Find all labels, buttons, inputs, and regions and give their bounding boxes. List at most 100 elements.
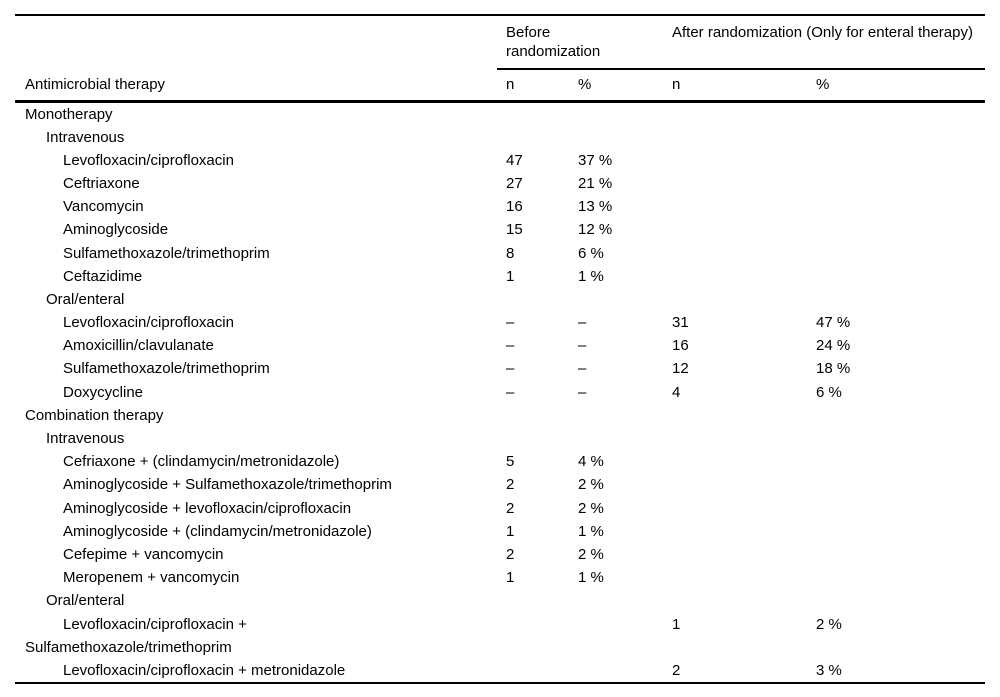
after-n-cell bbox=[663, 265, 807, 288]
table-row: Intravenous bbox=[15, 427, 985, 450]
therapy-label-cell: Ceftriaxone bbox=[63, 174, 140, 192]
before-pct-cell: 1 % bbox=[578, 267, 604, 285]
table-row: Monotherapy bbox=[15, 101, 985, 126]
after-pct-cell bbox=[807, 149, 985, 172]
after-n-cell: 4 bbox=[672, 383, 681, 401]
table-row: Ceftazidime 1 1 % bbox=[15, 265, 985, 288]
before-pct-cell bbox=[569, 589, 663, 612]
before-n-cell: 16 bbox=[506, 198, 523, 216]
after-pct-cell bbox=[807, 589, 985, 612]
after-pct-cell bbox=[807, 265, 985, 288]
after-n-cell: 31 bbox=[672, 314, 689, 332]
before-pct-cell: 4 % bbox=[578, 453, 604, 471]
after-n-cell bbox=[663, 589, 807, 612]
table-row: Oral/enteral bbox=[15, 589, 985, 612]
column-group-before-label: Before randomization bbox=[506, 24, 601, 60]
table-row: Levofloxacin/ciprofloxacin + 1 2 % bbox=[15, 612, 985, 635]
therapy-label-cell: Ceftazidime bbox=[63, 267, 143, 285]
after-pct-cell bbox=[807, 288, 985, 311]
table-row: Intravenous bbox=[15, 126, 985, 149]
after-pct-cell bbox=[807, 497, 985, 520]
column-group-row: Before randomization After randomization… bbox=[15, 15, 985, 70]
therapy-label-cell: Cefepime + vancomycin bbox=[63, 545, 224, 563]
table-row: Doxycycline – – 4 6 % bbox=[15, 381, 985, 404]
before-pct-cell: – bbox=[578, 360, 587, 378]
table-row: Vancomycin 16 13 % bbox=[15, 195, 985, 218]
table-row: Levofloxacin/ciprofloxacin 47 37 % bbox=[15, 149, 985, 172]
column-group-before-randomization: Before randomization bbox=[497, 15, 663, 70]
before-pct-cell: 1 % bbox=[578, 569, 604, 587]
before-n-cell: – bbox=[506, 337, 515, 355]
after-pct-cell bbox=[807, 566, 985, 589]
table-row: Cefepime + vancomycin 2 2 % bbox=[15, 543, 985, 566]
after-pct-cell bbox=[807, 172, 985, 195]
before-n-cell bbox=[497, 126, 569, 149]
before-pct-cell: 21 % bbox=[578, 174, 613, 192]
therapy-label-cell: Aminoglycoside + Sulfamethoxazole/trimet… bbox=[63, 476, 392, 494]
therapy-label-cell: Intravenous bbox=[46, 128, 125, 146]
before-pct-cell: – bbox=[578, 314, 587, 332]
before-n-cell: 27 bbox=[506, 174, 523, 192]
therapy-label-cell: Vancomycin bbox=[63, 198, 144, 216]
after-pct-cell bbox=[807, 473, 985, 496]
before-n-cell bbox=[497, 612, 569, 635]
table-row: Levofloxacin/ciprofloxacin + metronidazo… bbox=[15, 659, 985, 683]
before-pct-cell bbox=[569, 126, 663, 149]
after-pct-cell bbox=[807, 195, 985, 218]
after-n-cell bbox=[663, 288, 807, 311]
before-pct-cell bbox=[569, 404, 663, 427]
before-pct-cell: 13 % bbox=[578, 198, 613, 216]
table-row: Sulfamethoxazole/trimethoprim – – 12 18 % bbox=[15, 357, 985, 380]
after-pct-cell: 18 % bbox=[816, 360, 851, 378]
column-header-before-pct: % bbox=[569, 69, 663, 103]
before-pct-cell: 37 % bbox=[578, 151, 613, 169]
before-pct-cell bbox=[569, 288, 663, 311]
after-pct-cell bbox=[807, 636, 985, 659]
after-pct-cell bbox=[807, 450, 985, 473]
before-pct-cell: – bbox=[578, 383, 587, 401]
before-n-cell: – bbox=[506, 314, 515, 332]
after-n-cell bbox=[663, 566, 807, 589]
after-n-cell bbox=[663, 195, 807, 218]
table-row: Ceftriaxone 27 21 % bbox=[15, 172, 985, 195]
before-pct-cell: 2 % bbox=[578, 545, 604, 563]
before-n-cell bbox=[497, 636, 569, 659]
table-body: Monotherapy Intravenous Levofloxacin/cipro… bbox=[15, 101, 985, 683]
after-pct-cell: 6 % bbox=[816, 383, 842, 401]
after-n-cell bbox=[663, 126, 807, 149]
after-pct-cell: 2 % bbox=[816, 615, 842, 633]
after-pct-cell: 24 % bbox=[816, 337, 851, 355]
before-n-cell: – bbox=[506, 383, 515, 401]
table-row: Aminoglycoside + (clindamycin/metronidaz… bbox=[15, 520, 985, 543]
after-n-cell: 16 bbox=[672, 337, 689, 355]
after-n-cell bbox=[663, 450, 807, 473]
before-n-cell: 1 bbox=[506, 267, 515, 285]
before-pct-cell bbox=[569, 636, 663, 659]
after-pct-cell bbox=[807, 101, 985, 126]
after-pct-cell bbox=[807, 543, 985, 566]
after-n-cell bbox=[663, 543, 807, 566]
therapy-label-cell: Oral/enteral bbox=[46, 290, 125, 308]
before-n-cell: 5 bbox=[506, 453, 515, 471]
before-n-cell bbox=[497, 101, 569, 126]
therapy-label-cell: Levofloxacin/ciprofloxacin + bbox=[63, 615, 247, 633]
after-n-cell: 1 bbox=[672, 615, 681, 633]
after-pct-cell: 3 % bbox=[816, 661, 842, 679]
therapy-label-cell: Cefriaxone + (clindamycin/metronidazole) bbox=[63, 453, 340, 471]
after-n-cell: 2 bbox=[672, 661, 681, 679]
therapy-label-cell: Sulfamethoxazole/trimethoprim bbox=[63, 244, 270, 262]
before-n-cell: 2 bbox=[506, 499, 515, 517]
table-header: Before randomization After randomization… bbox=[15, 15, 985, 103]
column-group-after-label: After randomization (Only for enteral th… bbox=[672, 24, 973, 41]
after-n-cell bbox=[663, 636, 807, 659]
therapy-label-cell: Levofloxacin/ciprofloxacin bbox=[63, 314, 234, 332]
therapy-label-cell: Aminoglycoside bbox=[63, 221, 169, 239]
therapy-label-cell: Combination therapy bbox=[25, 406, 164, 424]
therapy-label-cell: Sulfamethoxazole/trimethoprim bbox=[63, 360, 270, 378]
before-n-cell: 2 bbox=[506, 545, 515, 563]
antimicrobial-therapy-table: Before randomization After randomization… bbox=[15, 14, 985, 684]
therapy-label-cell: Meropenem + vancomycin bbox=[63, 569, 240, 587]
after-pct-cell: 47 % bbox=[816, 314, 851, 332]
column-header-after-n: n bbox=[663, 69, 807, 103]
